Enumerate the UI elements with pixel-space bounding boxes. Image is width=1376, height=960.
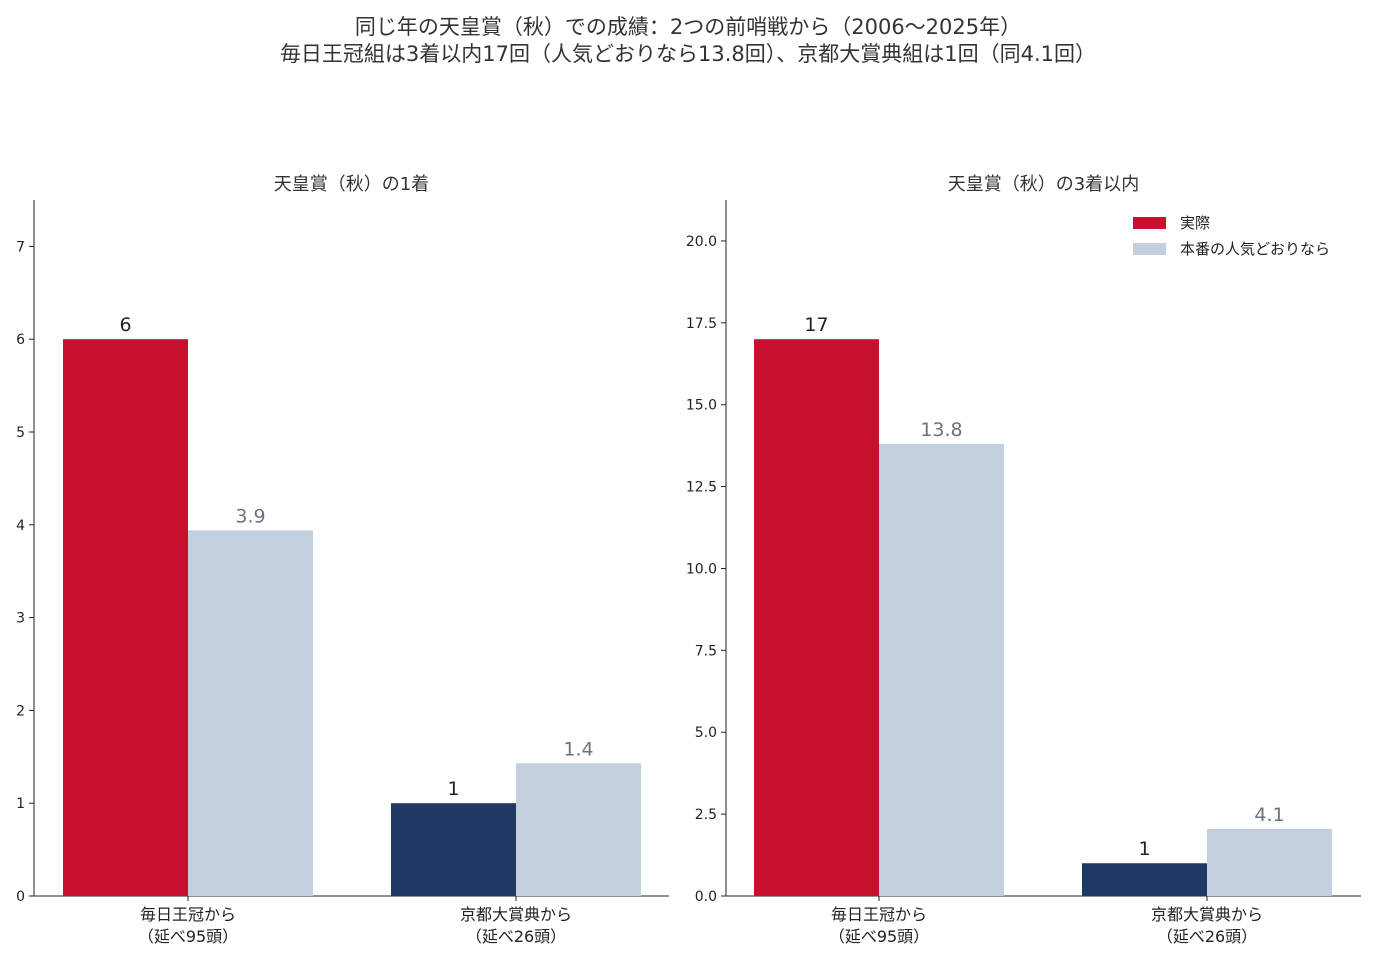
panel-title: 天皇賞（秋）の3着以内 (948, 174, 1139, 195)
y-tick-label: 15.0 (686, 398, 717, 414)
y-tick-label: 6 (16, 332, 25, 348)
y-tick-label: 10.0 (686, 561, 717, 577)
bar-expected (1207, 828, 1332, 896)
y-tick-label: 3 (16, 611, 25, 627)
x-tick-label: 毎日王冠から (140, 905, 236, 924)
chart-panel-2: 天皇賞（秋）の3着以内 0.0 2.5 5.0 7.5 10.0 12.5 15.0 17.5 2… (686, 174, 1361, 946)
bar-expected (879, 444, 1004, 896)
y-tick-label: 2.5 (695, 807, 717, 823)
x-tick-label: 京都大賞典から (1151, 905, 1263, 924)
chart-title-line-2: 毎日王冠組は3着以内17回（人気どおりなら13.8回）、京都大賞典組は1回（同4… (279, 42, 1097, 66)
chart-title-line-1: 同じ年の天皇賞（秋）での成績：2つの前哨戦から（2006〜2025年） (354, 15, 1022, 39)
data-label-actual: 1 (1138, 838, 1150, 860)
legend-label: 実際 (1180, 214, 1210, 232)
bar-actual (391, 803, 516, 896)
y-tick-label: 5.0 (695, 725, 717, 741)
y-tick-label: 7.5 (695, 643, 717, 659)
x-tick-label: （延べ95頭） (829, 927, 929, 946)
y-tick-label: 20.0 (686, 234, 717, 250)
y-tick-label: 17.5 (686, 316, 717, 332)
x-tick-label: 京都大賞典から (460, 905, 572, 924)
chart-panel-1: 天皇賞（秋）の1着 0 1 2 3 4 5 6 7 毎日王冠から （延べ95頭） 6 3.9 京都大賞典か… (16, 174, 669, 946)
legend-swatch (1133, 217, 1166, 229)
x-tick-label: 毎日王冠から (831, 905, 927, 924)
y-tick-label: 7 (16, 239, 25, 255)
y-tick-label: 0 (16, 889, 25, 905)
y-tick-label: 12.5 (686, 480, 717, 496)
y-tick-label: 0.0 (695, 889, 717, 905)
x-tick-label: （延べ95頭） (138, 927, 238, 946)
data-label-actual: 17 (804, 314, 828, 336)
legend-swatch (1133, 243, 1166, 255)
y-tick-label: 2 (16, 703, 25, 719)
y-tick-label: 4 (16, 518, 25, 534)
data-label-expected: 4.1 (1254, 804, 1284, 826)
bar-actual (1082, 863, 1207, 896)
data-label-expected: 13.8 (920, 419, 962, 441)
legend-label: 本番の人気どおりなら (1180, 240, 1330, 258)
data-label-actual: 1 (447, 778, 459, 800)
x-tick-label: （延べ26頭） (1157, 927, 1257, 946)
data-label-expected: 1.4 (563, 738, 593, 760)
panel-title: 天皇賞（秋）の1着 (274, 174, 429, 195)
data-label-expected: 3.9 (235, 505, 265, 527)
bar-expected (516, 763, 641, 896)
y-tick-label: 5 (16, 425, 25, 441)
x-tick-label: （延べ26頭） (466, 927, 566, 946)
bar-actual (754, 339, 879, 896)
y-tick-label: 1 (16, 796, 25, 812)
bar-actual (63, 339, 188, 896)
bar-expected (188, 530, 313, 896)
data-label-actual: 6 (119, 314, 131, 336)
chart-title: 同じ年の天皇賞（秋）での成績：2つの前哨戦から（2006〜2025年） 毎日王冠… (0, 14, 1376, 68)
